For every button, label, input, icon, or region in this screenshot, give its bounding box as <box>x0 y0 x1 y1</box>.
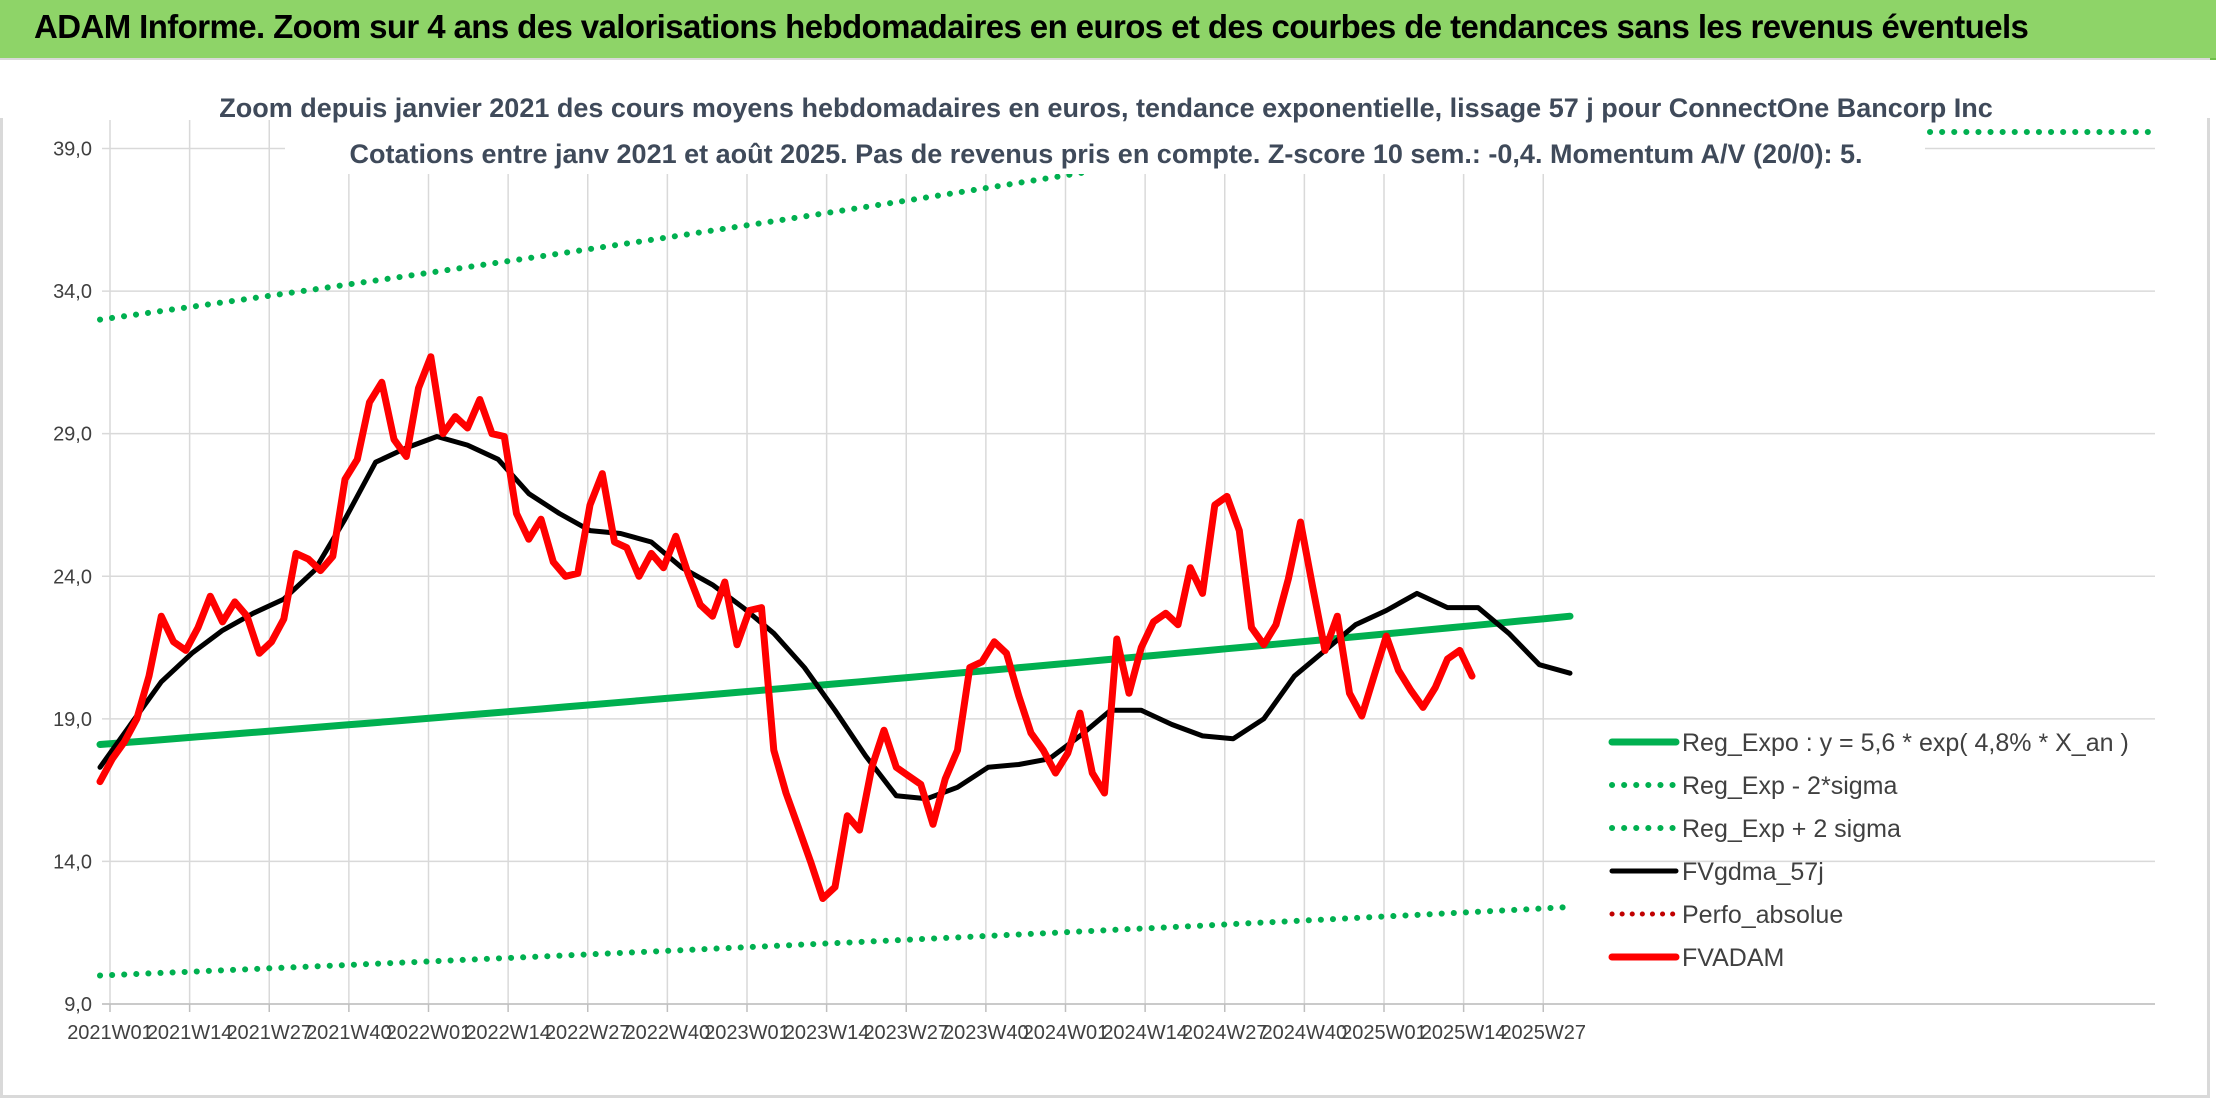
x-tick-label: 2023W27 <box>863 1022 949 1044</box>
y-tick-label: 29,0 <box>53 424 92 446</box>
y-tick-label: 24,0 <box>53 566 92 588</box>
x-tick-label: 2023W01 <box>704 1022 790 1044</box>
x-tick-label: 2021W40 <box>306 1022 392 1044</box>
x-tick-label: 2022W40 <box>625 1022 711 1044</box>
x-tick-label: 2025W27 <box>1500 1022 1586 1044</box>
x-tick-label: 2025W14 <box>1421 1022 1507 1044</box>
y-tick-label: 14,0 <box>53 851 92 873</box>
x-tick-label: 2022W27 <box>545 1022 631 1044</box>
series-fvadam <box>96 353 1476 902</box>
y-tick-label: 39,0 <box>53 139 92 161</box>
series-reg-exp-minus-2sigma <box>97 904 1573 979</box>
x-tick-label: 2022W14 <box>465 1022 551 1044</box>
x-tick-label: 2024W01 <box>1023 1022 1109 1044</box>
title-background <box>285 84 1925 174</box>
y-tick-label: 34,0 <box>53 281 92 303</box>
x-tick-label: 2024W27 <box>1182 1022 1268 1044</box>
legend-label: FVgdma_57j <box>1682 858 1824 886</box>
series-fvgdma-57j <box>97 434 1573 802</box>
y-tick-label: 9,0 <box>64 994 92 1016</box>
x-tick-label: 2021W27 <box>226 1022 312 1044</box>
banner-title: ADAM Informe. Zoom sur 4 ans des valoris… <box>34 8 2029 45</box>
legend-label: Reg_Exp - 2*sigma <box>1682 772 1897 800</box>
legend-label: Perfo_absolue <box>1682 901 1843 929</box>
legend-label: FVADAM <box>1682 944 1784 972</box>
legend: Reg_Expo : y = 5,6 * exp( 4,8% * X_an ) R… <box>1608 729 2129 972</box>
x-tick-label: 2021W01 <box>67 1022 153 1044</box>
y-tick-label: 19,0 <box>53 709 92 731</box>
legend-label: Reg_Expo : y = 5,6 * exp( 4,8% * X_an ) <box>1682 729 2129 757</box>
chart-title-line1: Zoom depuis janvier 2021 des cours moyen… <box>219 93 1993 123</box>
chart-title-line2: Cotations entre janv 2021 et août 2025. … <box>349 139 1862 169</box>
legend-label: Reg_Exp + 2 sigma <box>1682 815 1901 843</box>
x-tick-label: 2023W14 <box>784 1022 870 1044</box>
x-tick-label: 2021W14 <box>147 1022 233 1044</box>
x-tick-label: 2025W01 <box>1341 1022 1427 1044</box>
x-tick-label: 2022W01 <box>386 1022 472 1044</box>
header-banner: ADAM Informe. Zoom sur 4 ans des valoris… <box>0 0 2216 60</box>
x-tick-label: 2024W40 <box>1262 1022 1348 1044</box>
chart-frame <box>0 58 2210 1098</box>
x-tick-label: 2023W40 <box>943 1022 1029 1044</box>
grid <box>102 120 2155 1012</box>
axis-labels: 9,0 14,0 19,0 24,0 29,0 34,0 39,0 2021W012021W1… <box>53 139 1586 1044</box>
x-tick-label: 2024W14 <box>1102 1022 1188 1044</box>
